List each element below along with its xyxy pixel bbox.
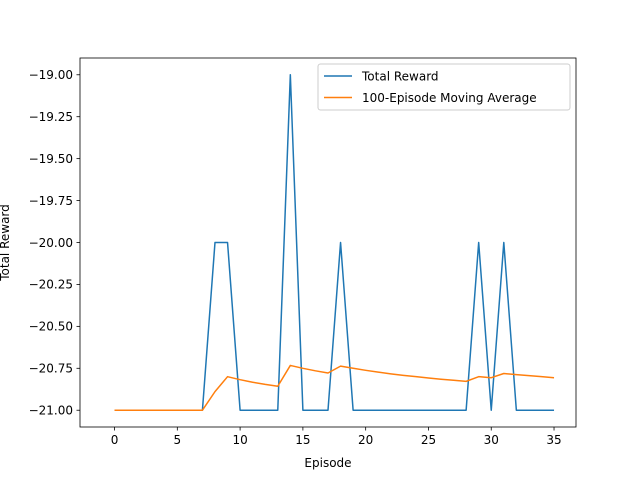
x-tick-label: 35 [546,433,561,447]
x-tick-label: 10 [232,433,247,447]
y-tick-label: −20.75 [29,362,73,376]
x-axis-label: Episode [304,456,351,470]
plot-area [80,58,576,427]
x-tick-label: 15 [295,433,310,447]
y-tick-label: −19.75 [29,194,73,208]
legend-label-1: Total Reward [361,69,439,83]
series-layer [114,74,555,411]
series-line-2 [114,364,555,411]
x-tick-label: 5 [173,433,181,447]
y-tick-label: −19.00 [29,68,73,82]
x-tick-label: 0 [111,433,119,447]
legend: Total Reward 100-Episode Moving Average [317,63,571,111]
legend-box [317,63,571,111]
x-axis-ticks: 0 5 10 15 20 25 30 35 [111,427,562,447]
x-tick-label: 20 [358,433,373,447]
y-tick-label: −19.25 [29,110,73,124]
y-axis-ticks: −21.00 −20.75 −20.50 −20.25 −20.00 −19.75 −19.… [29,68,80,418]
x-tick-label: 25 [421,433,436,447]
y-axis-label: Total Reward [0,204,12,282]
y-tick-label: −19.50 [29,152,73,166]
y-tick-label: −21.00 [29,404,73,418]
y-tick-label: −20.50 [29,320,73,334]
x-tick-label: 30 [484,433,499,447]
y-tick-label: −20.00 [29,236,73,250]
legend-label-2: 100-Episode Moving Average [362,91,537,105]
y-tick-label: −20.25 [29,278,73,292]
